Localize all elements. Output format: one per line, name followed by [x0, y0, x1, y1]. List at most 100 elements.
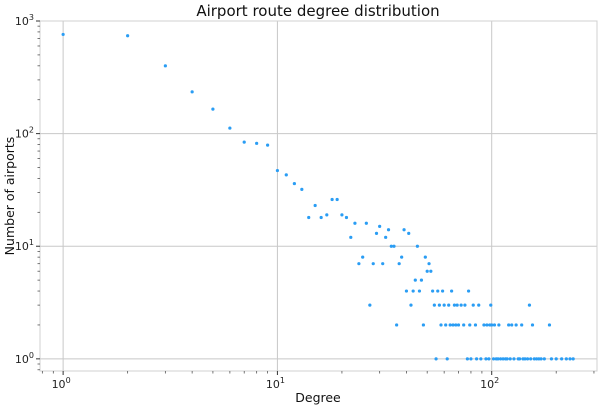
data-point	[421, 323, 425, 327]
data-point	[431, 289, 435, 293]
data-point	[255, 141, 259, 145]
y-tick-label: 102	[15, 126, 34, 141]
data-point	[371, 262, 375, 266]
data-point	[498, 357, 503, 361]
data-point	[284, 173, 288, 177]
data-point	[479, 357, 483, 361]
data-point	[429, 269, 433, 273]
x-axis-label: Degree	[295, 390, 341, 405]
data-point	[535, 357, 539, 361]
data-point	[427, 262, 431, 266]
data-point	[487, 357, 491, 361]
data-point	[505, 357, 509, 361]
data-point	[477, 303, 481, 307]
data-point	[468, 323, 472, 327]
data-point	[537, 357, 541, 361]
data-point	[190, 90, 194, 94]
grid-lines	[40, 20, 597, 371]
data-points	[61, 32, 575, 361]
data-point	[266, 143, 270, 147]
data-point	[211, 107, 215, 111]
data-point	[459, 303, 463, 307]
data-point	[465, 357, 469, 361]
data-point	[564, 357, 568, 361]
data-point	[374, 231, 379, 236]
data-point	[397, 262, 401, 266]
data-point	[455, 303, 459, 307]
data-point	[523, 357, 527, 361]
data-point	[497, 323, 501, 327]
data-point	[425, 269, 429, 273]
data-point	[539, 357, 543, 361]
data-point	[448, 323, 452, 327]
data-point	[242, 140, 246, 144]
y-tick-label: 100	[15, 351, 34, 366]
data-point	[512, 357, 516, 361]
data-point	[491, 357, 496, 361]
data-point	[330, 197, 334, 202]
data-point	[489, 303, 493, 307]
data-point	[474, 357, 479, 361]
data-point	[547, 323, 552, 327]
data-point	[361, 255, 365, 259]
axis-ticks: 100 101 102 100 101 102 103	[15, 13, 595, 391]
data-point	[471, 303, 475, 307]
data-point	[325, 213, 329, 217]
y-tick-label: 103	[15, 13, 34, 28]
data-point	[441, 289, 445, 293]
data-point	[378, 224, 382, 229]
data-point	[451, 323, 455, 327]
data-point	[434, 357, 438, 361]
data-point	[456, 323, 461, 327]
data-point	[409, 303, 413, 307]
y-axis-label: Number of airports	[2, 137, 17, 256]
data-point	[450, 289, 454, 293]
data-point	[439, 323, 443, 327]
data-point	[404, 289, 409, 293]
data-point	[415, 244, 419, 248]
data-point	[568, 357, 572, 361]
data-point	[560, 357, 564, 361]
data-point	[436, 289, 440, 293]
data-point	[530, 323, 535, 327]
data-point	[395, 323, 399, 327]
data-point	[432, 303, 436, 307]
data-point	[353, 221, 357, 225]
data-point	[61, 32, 65, 37]
data-point	[447, 303, 451, 307]
data-point	[492, 323, 497, 327]
data-point	[357, 262, 361, 266]
data-point	[423, 255, 427, 259]
data-point	[454, 323, 458, 327]
data-point	[368, 303, 372, 307]
data-point	[413, 278, 417, 282]
data-point	[527, 303, 532, 307]
data-point	[518, 357, 522, 361]
data-point	[462, 323, 466, 327]
plot-frame	[39, 20, 598, 372]
data-point	[442, 303, 446, 307]
data-point	[437, 303, 441, 307]
data-point	[344, 215, 349, 220]
x-tick-label: 100	[52, 376, 71, 391]
x-tick-label: 102	[480, 376, 499, 391]
data-point	[386, 228, 391, 232]
data-point	[469, 357, 473, 361]
data-point	[510, 323, 514, 327]
data-point	[549, 357, 554, 361]
data-point	[126, 34, 130, 38]
data-point	[340, 213, 344, 217]
data-point	[402, 228, 406, 232]
data-point	[389, 244, 393, 248]
data-point	[163, 64, 167, 68]
data-point	[419, 278, 424, 282]
data-point	[407, 231, 411, 236]
data-point	[411, 289, 415, 293]
data-point	[525, 357, 530, 361]
data-point	[554, 357, 558, 361]
data-point	[275, 168, 280, 173]
data-point	[452, 303, 457, 307]
data-point	[484, 357, 488, 361]
